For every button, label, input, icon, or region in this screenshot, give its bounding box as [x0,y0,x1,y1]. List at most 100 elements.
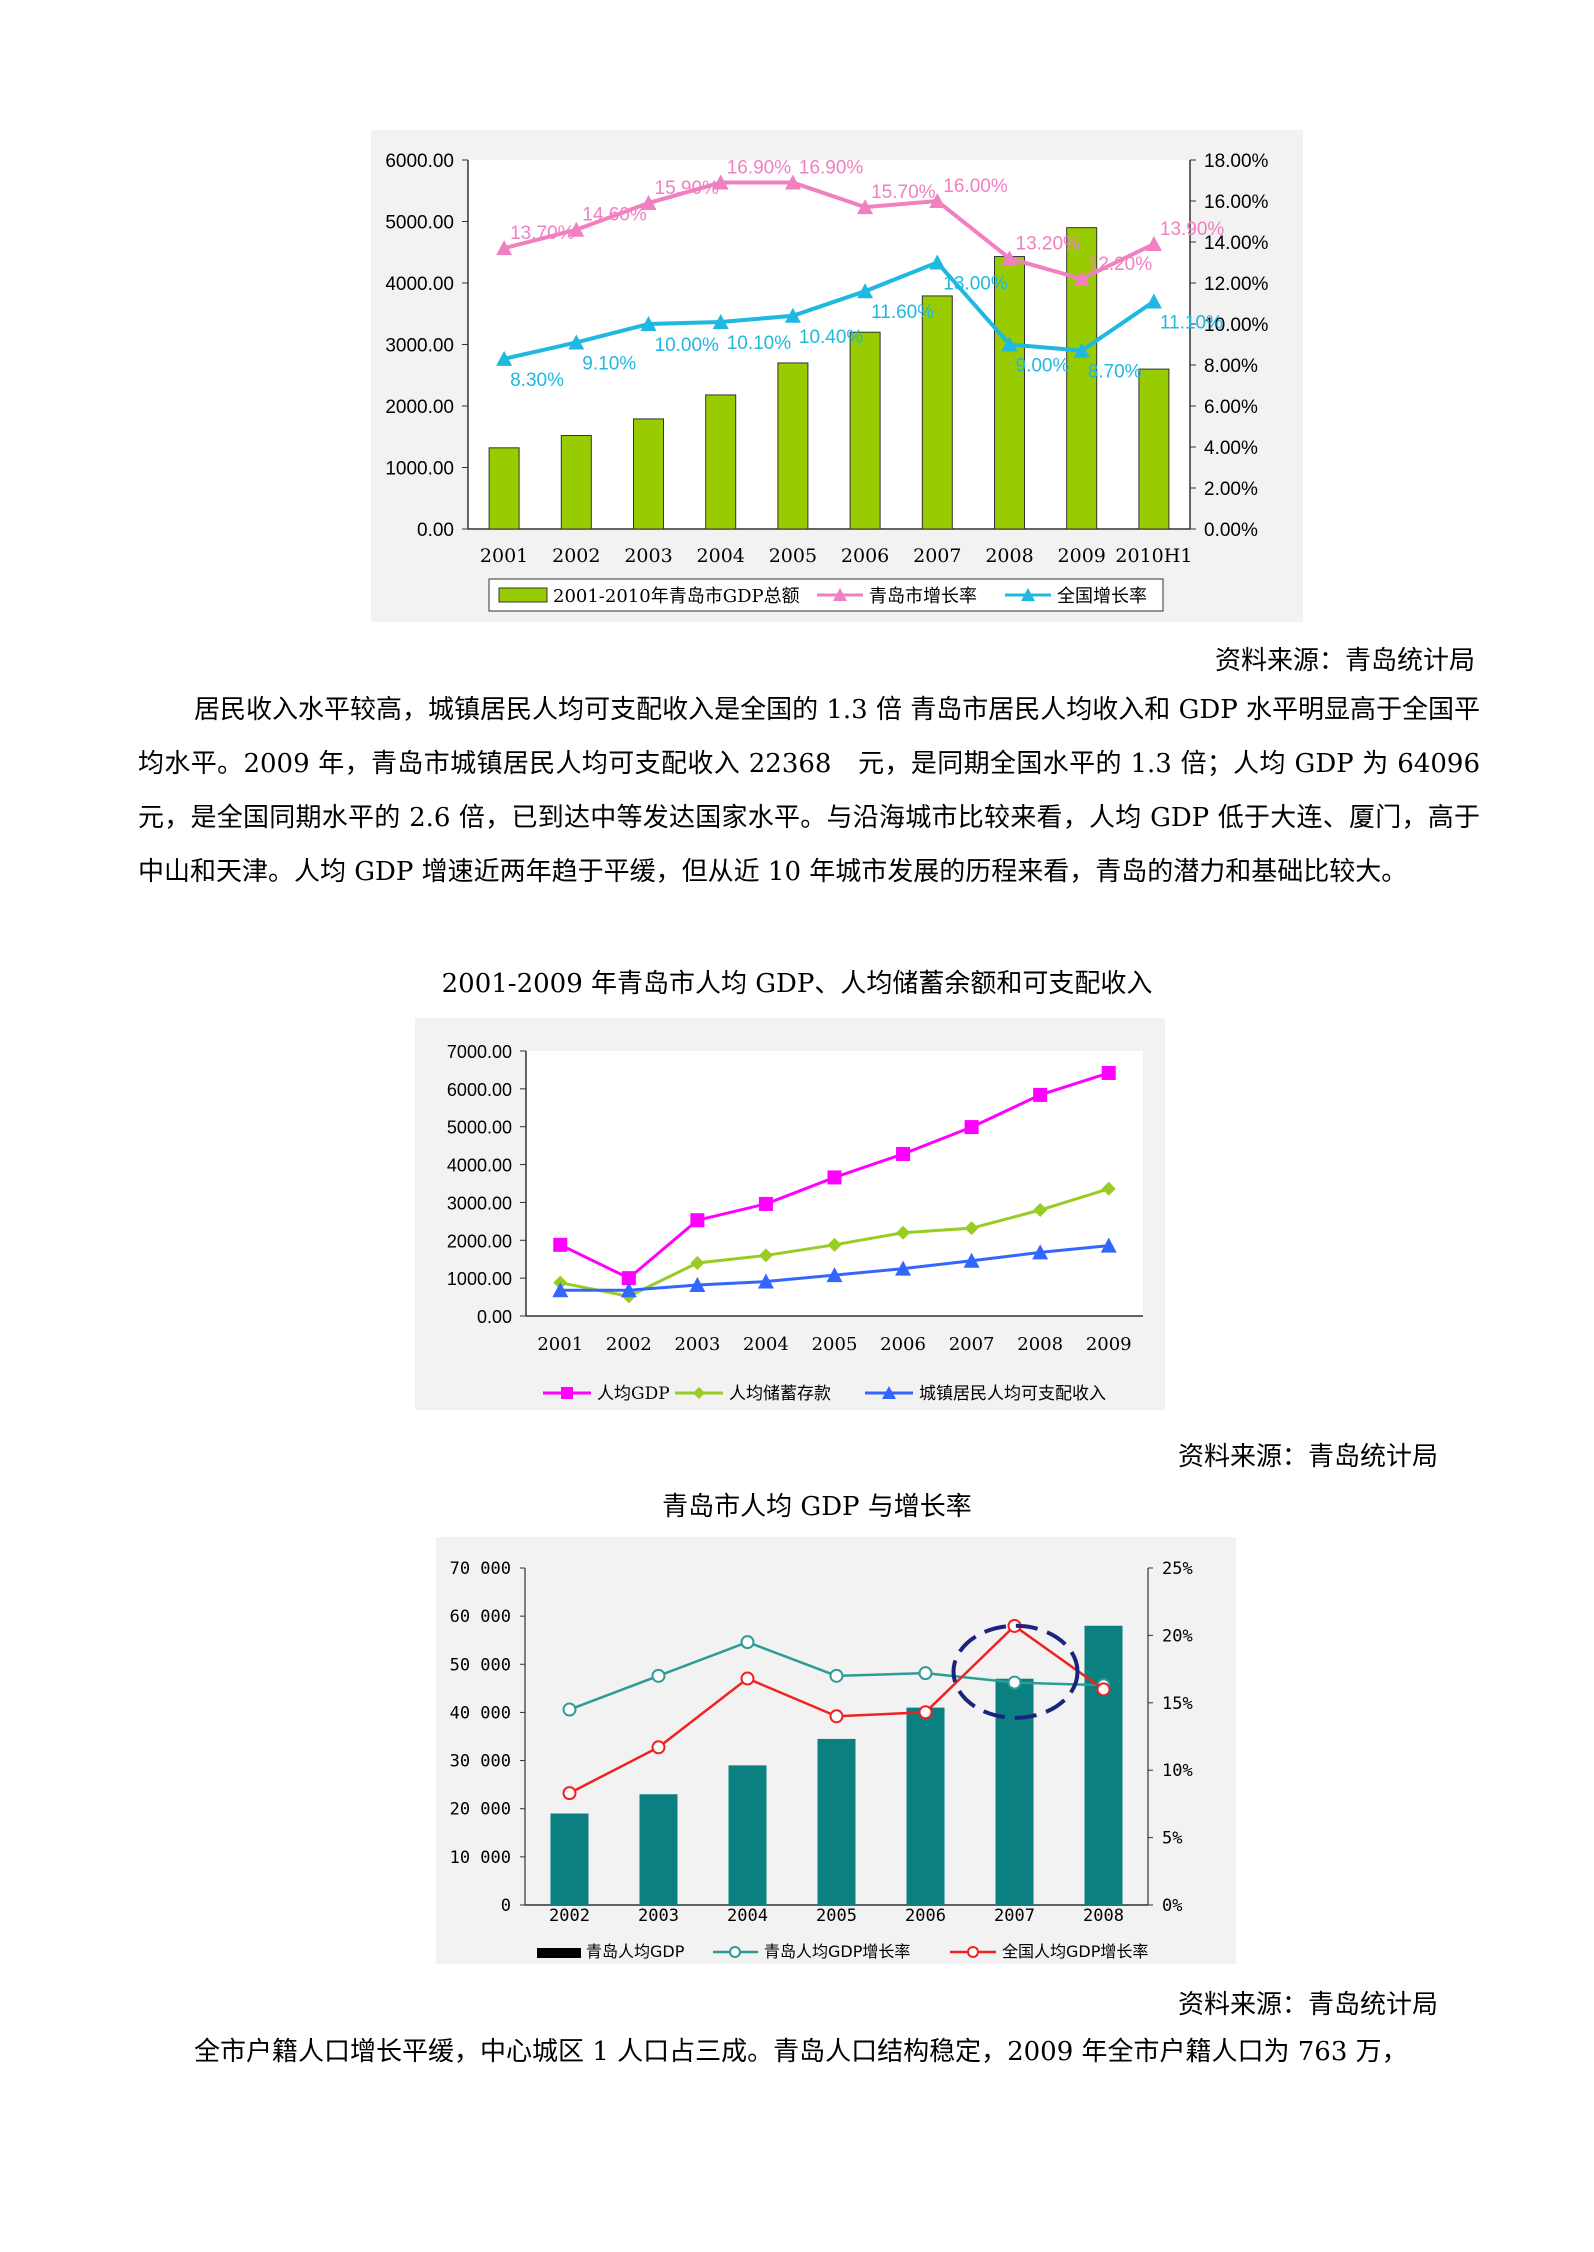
chart2-point [964,1120,979,1135]
chart2-y-tick-label: 3000.00 [447,1193,512,1213]
chart2-point [896,1225,911,1240]
chart1-y2-tick-label: 18.00% [1204,151,1269,172]
chart1-point [1073,342,1090,358]
chart3-y2-tick-label: 25% [1162,1559,1193,1579]
chart2-y-tick-label: 0.00 [477,1307,512,1327]
chart2-point [553,1237,568,1252]
chart2-point [964,1221,979,1236]
chart1-x-tick-label: 2002 [552,545,600,567]
chart2-legend-label: 人均GDP [597,1384,670,1404]
chart1-bar [1138,368,1170,530]
chart2-point [758,1196,773,1211]
chart1-data-label: 8.30% [510,370,564,391]
chart3-bar [550,1813,589,1905]
per-capita-chart-svg: 0.00 1000.00 2000.00 3000.00 4000.00 5000.00 6… [415,1018,1165,1410]
chart1-point [496,240,513,256]
chart1-x-tick-label: 2001 [480,545,528,567]
chart3-y-tick-label: 20 000 [450,1800,511,1820]
chart1-y2-tick-label: 6.00% [1204,397,1258,418]
chart1-y-tick-label: 5000.00 [385,213,454,234]
chart2-y-tick-label: 5000.00 [447,1118,512,1138]
chart1-data-label: 13.00% [943,274,1008,295]
chart1-y-tick-label: 6000.00 [385,151,454,172]
chart3-y2-tick-label: 15% [1162,1694,1193,1714]
chart2-x-tick-label: 2005 [812,1334,858,1355]
chart1-data-label: 16.90% [727,158,792,179]
chart1-legend-marker [833,588,847,601]
chart2-point [1033,1087,1048,1102]
chart2-point [827,1237,842,1252]
chart1-data-label: 9.10% [582,353,636,374]
chart1-point [640,195,657,211]
chart1-legend-label: 全国增长率 [1057,586,1147,607]
chart2-point [690,1213,705,1228]
chart3-y-tick-label: 70 000 [450,1559,511,1579]
chart1-series-line [503,180,1155,282]
chart2-x-tick-label: 2009 [1086,1334,1132,1355]
chart1-bar [633,418,664,530]
chart2-point [552,1282,569,1298]
chart1-point [1001,336,1018,352]
chart3-y-tick-label: 40 000 [450,1703,511,1723]
chart3-point [562,1786,577,1801]
chart2-x-tick-label: 2004 [743,1334,789,1355]
chart2-point [1101,1065,1116,1080]
chart2-point [827,1170,842,1185]
chart3-caption: 青岛市人均 GDP 与增长率 [662,1492,972,1522]
chart1-point [568,221,585,237]
chart3-bar [995,1678,1034,1905]
chart2-x-tick-label: 2003 [674,1334,720,1355]
chart1-y-tick-label: 2000.00 [385,397,454,418]
chart1-bar [921,295,953,530]
chart1-series-line [503,260,1156,361]
chart2-x-tick-label: 2002 [606,1334,652,1355]
chart3-x-tick-label: 2005 [816,1906,857,1926]
chart1-bar [994,256,1025,530]
chart2-legend-marker [882,1386,896,1399]
chart3-point [651,1668,666,1683]
chart1-y2-tick-label: 10.00% [1204,315,1269,336]
chart1-legend-label: 2001-2010年青岛市GDP总额 [553,586,800,607]
chart1-point [784,174,801,190]
per-capita-chart: 0.00 1000.00 2000.00 3000.00 4000.00 5000.00 6… [415,1018,1165,1410]
chart1-bar [560,435,592,530]
gdp-total-chart: 0.00 1000.00 2000.00 3000.00 4000.00 5000.00 6… [371,130,1303,622]
chart2-point [895,1260,912,1276]
chart1-data-label: 15.70% [871,182,936,203]
chart2-y-tick-label: 4000.00 [447,1156,512,1176]
chart3-bar [906,1707,945,1905]
chart3-legend-label: 全国人均GDP增长率 [1002,1942,1148,1961]
chart1-source: 资料来源：青岛统计局 [1215,646,1476,676]
chart2-point [1101,1181,1116,1196]
chart3-point [740,1671,755,1686]
chart2-point [690,1256,705,1270]
chart1-x-tick-label: 2010H1 [1115,545,1192,567]
chart3-point [829,1709,844,1724]
chart2-legend-marker [561,1387,573,1399]
chart1-data-label: 10.40% [799,327,864,348]
chart2-legend-label: 城镇居民人均可支配收入 [919,1384,1106,1404]
chart1-y2-tick-label: 8.00% [1204,356,1258,377]
chart2-legend: 人均GDP 人均储蓄存款 城镇居民人均可支配收入 [543,1384,1106,1404]
chart3-bar [639,1794,678,1905]
chart3-point [740,1635,755,1650]
chart3-point [829,1668,844,1683]
chart2-legend-label: 人均储蓄存款 [729,1384,831,1404]
chart1-y2-tick-label: 16.00% [1204,192,1269,213]
gdp-growth-chart-svg: 0 10 000 20 000 30 000 40 000 50 000 60 000 70 … [436,1537,1236,1964]
chart1-point [857,283,874,299]
chart3-source: 资料来源：青岛统计局 [1178,1990,1439,2020]
chart1-data-label: 14.60% [582,205,647,226]
chart1-data-label: 11.60% [871,302,934,323]
population-paragraph: 全市户籍人口增长平缓，中心城区 1 人口占三成。青岛人口结构稳定，2009 年全… [194,2037,1408,2067]
chart1-y2-tick-label: 4.00% [1204,438,1258,459]
chart3-x-tick-label: 2004 [727,1906,768,1926]
chart3-x-tick-label: 2008 [1083,1906,1124,1926]
chart1-point [1001,250,1018,266]
chart3-y-tick-label: 30 000 [450,1752,511,1772]
chart1-data-label: 13.90% [1160,219,1225,240]
chart1-data-label: 15.90% [655,178,720,199]
chart1-point [1073,270,1090,286]
chart1-point [929,254,946,270]
chart1-data-label: 11.10% [1160,312,1223,333]
